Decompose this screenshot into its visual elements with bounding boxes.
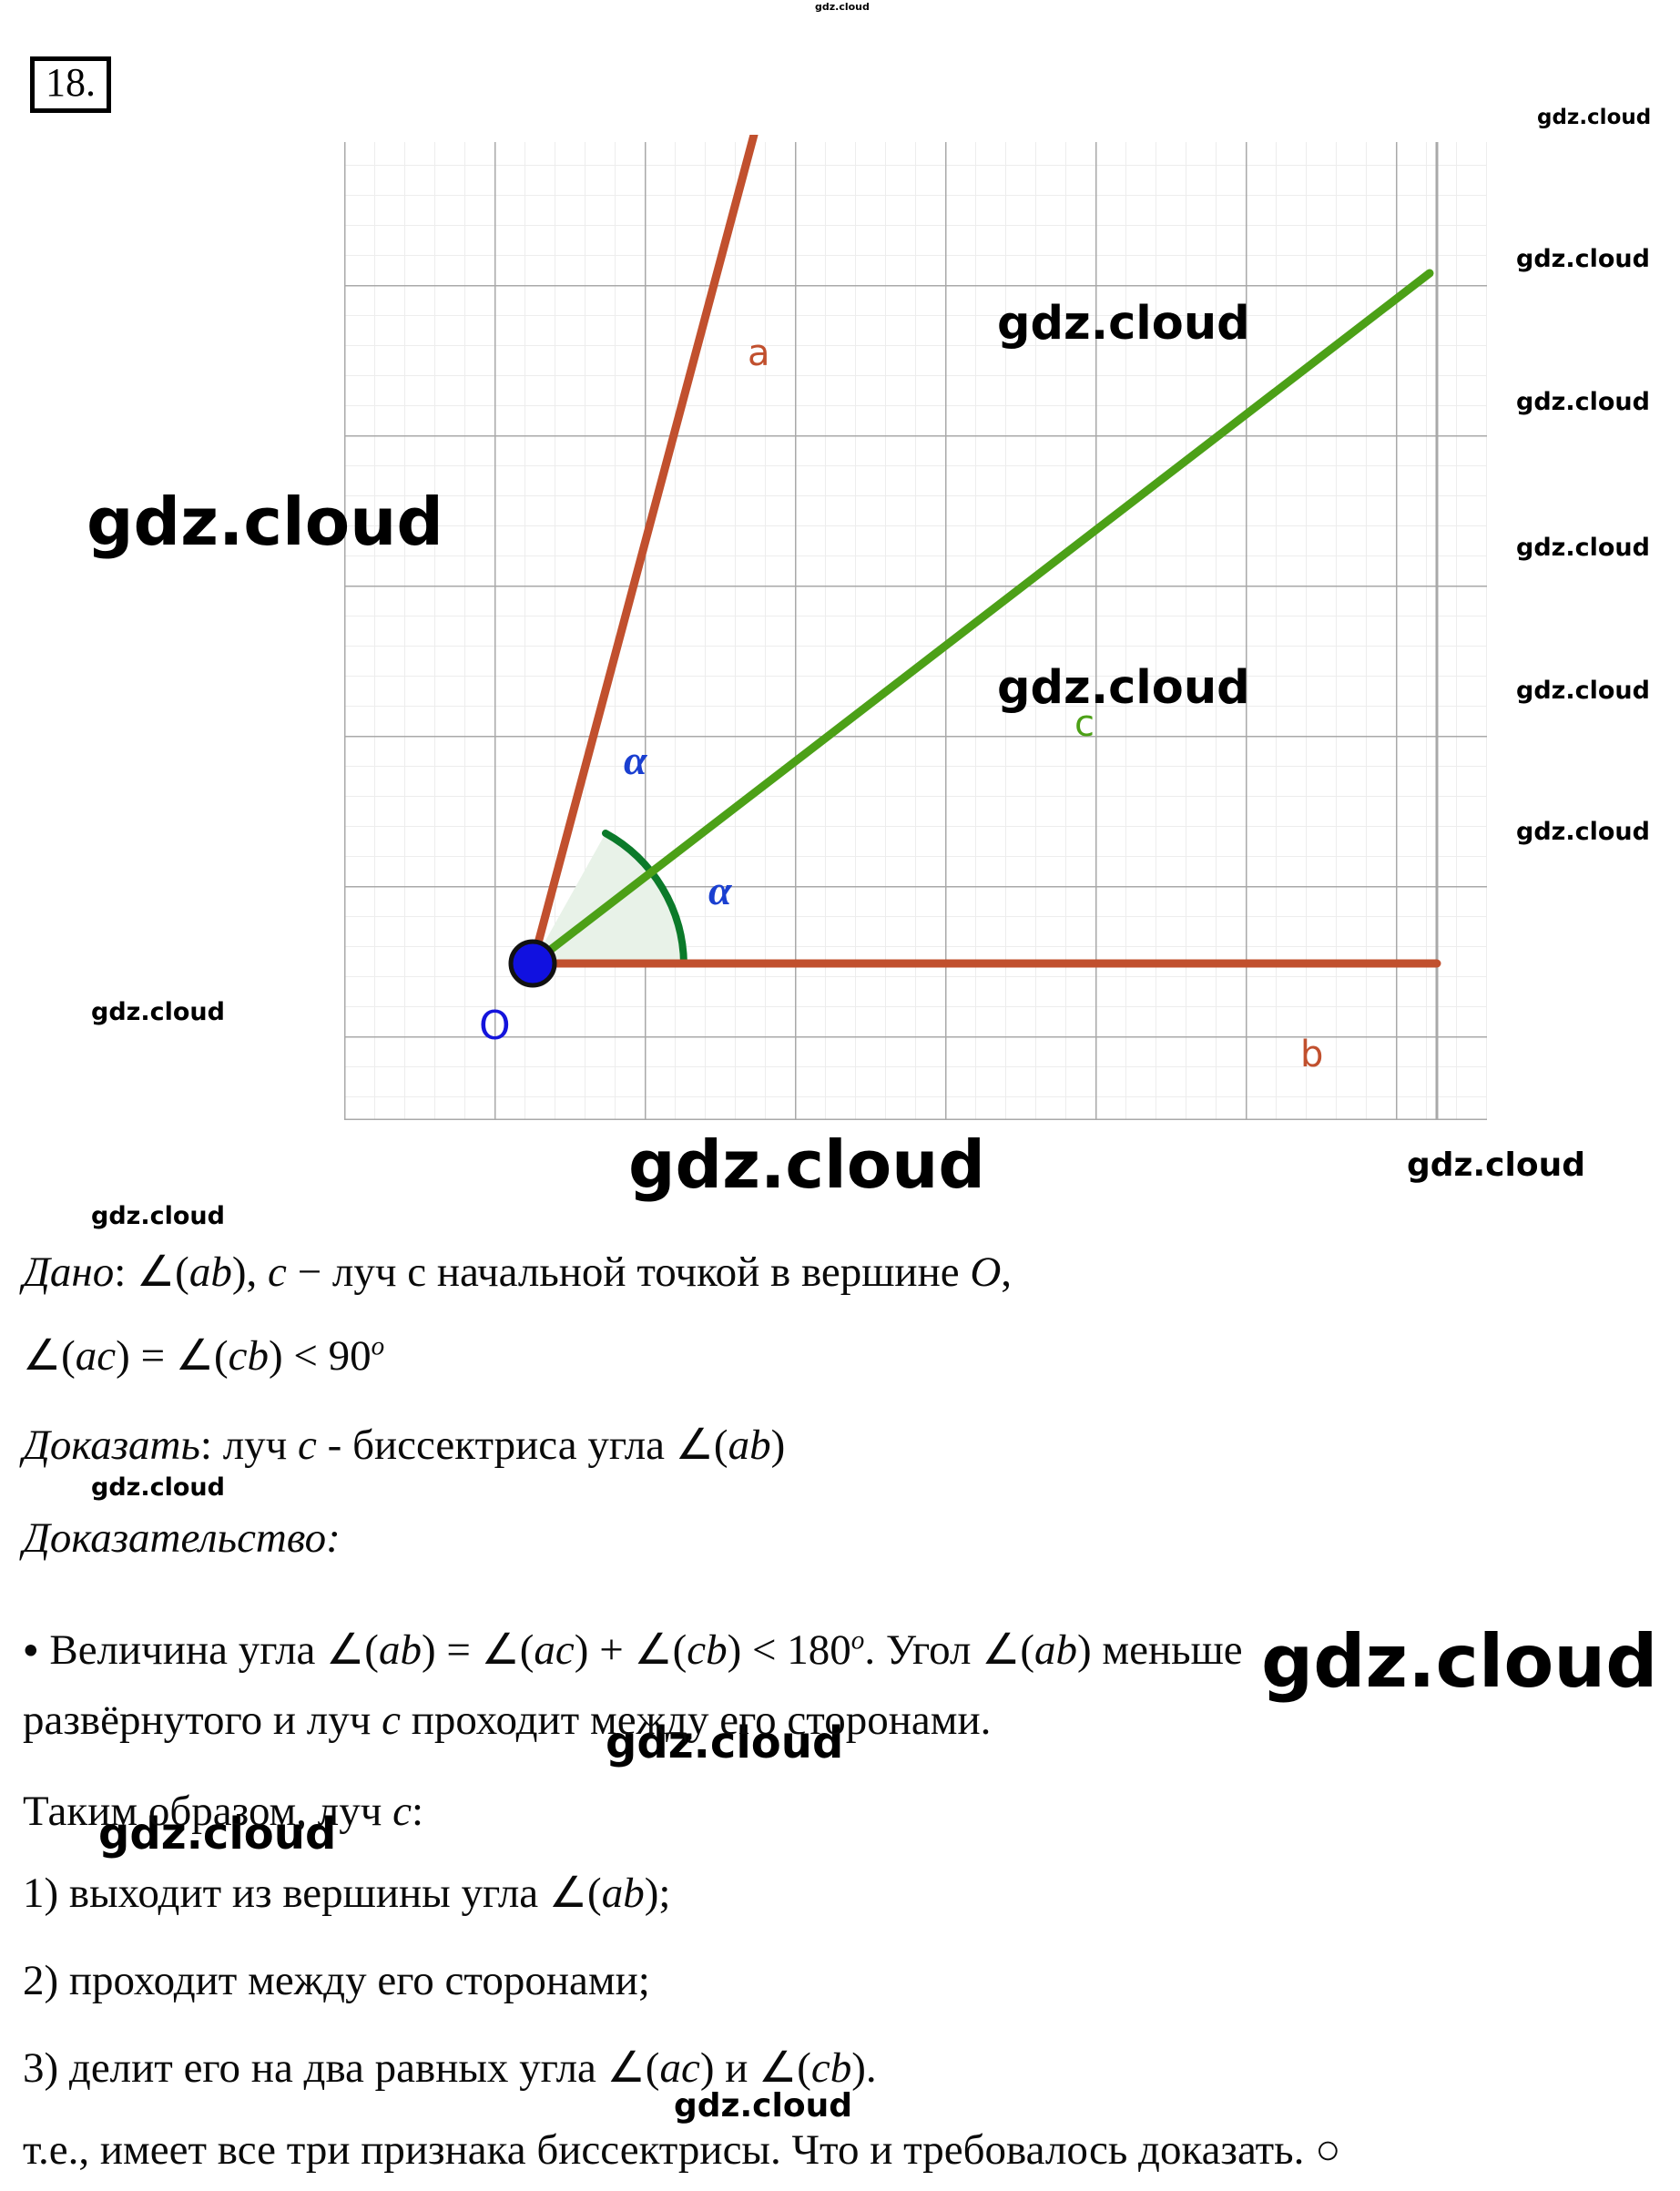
watermark: gdz.cloud xyxy=(98,1809,337,1860)
prove-3: ) xyxy=(770,1422,786,1469)
geometry-figure: a b c α α O xyxy=(344,135,1487,1120)
given-text-3: − луч с начальной точкой в вершине xyxy=(286,1248,971,1296)
i1-1: 1) выходит из вершины угла ∠( xyxy=(23,1870,602,1917)
b2-c: c xyxy=(382,1697,402,1744)
watermark: gdz.cloud xyxy=(91,1473,225,1502)
exercise-number-box: 18. xyxy=(30,56,111,113)
exercise-number: 18. xyxy=(46,60,96,105)
given-c: c xyxy=(268,1248,287,1296)
b2-1: развёрнутого и луч xyxy=(23,1697,382,1744)
watermark: gdz.cloud xyxy=(1407,1146,1585,1184)
watermark: gdz.cloud xyxy=(997,661,1250,715)
given-text-4: , xyxy=(1001,1248,1013,1296)
thus-2: : xyxy=(412,1788,424,1835)
given-ab: ab xyxy=(188,1248,232,1296)
b1-cb: cb xyxy=(687,1626,728,1674)
ineq-ac: ac xyxy=(75,1332,117,1380)
thus-line: Таким образом, луч c: xyxy=(23,1787,423,1836)
proof-item-3: 3) делит его на два равных угла ∠(ac) и … xyxy=(23,2043,877,2093)
given-text-2: ), xyxy=(231,1248,268,1296)
prove-2: - биссектриса угла ∠( xyxy=(316,1422,728,1469)
watermark: gdz.cloud xyxy=(1516,388,1650,416)
prove-1: : луч xyxy=(199,1422,299,1469)
watermark: gdz.cloud xyxy=(91,998,225,1026)
watermark: gdz.cloud xyxy=(997,297,1250,351)
ineq-2: ) = ∠( xyxy=(116,1332,229,1380)
ray-c-line xyxy=(528,269,1434,968)
prove-label: Доказать xyxy=(23,1422,200,1469)
i1-ab: ab xyxy=(601,1870,645,1917)
given-line: Дано: ∠(ab), c − луч с начальной точкой … xyxy=(23,1248,1012,1297)
proof-bullet-line-2: развёрнутого и луч c проходит между его … xyxy=(23,1696,991,1745)
b1-1: Величина угла ∠( xyxy=(38,1626,379,1674)
watermark: gdz.cloud xyxy=(1261,1619,1658,1704)
i3-2: ) и ∠( xyxy=(699,2044,811,2092)
proof-heading: Доказательство: xyxy=(23,1514,341,1562)
given-text-1: : ∠( xyxy=(114,1248,189,1296)
watermark: gdz.cloud xyxy=(1537,106,1652,129)
prove-c: c xyxy=(298,1422,317,1469)
b2-2: проходит между его сторонами. xyxy=(401,1697,992,1744)
i3-cb: cb xyxy=(810,2044,852,2092)
vertex-label-o: O xyxy=(479,1003,511,1049)
b1-ab1: ab xyxy=(378,1626,422,1674)
b1-5: . Угол ∠( xyxy=(864,1626,1034,1674)
proof-item-1: 1) выходит из вершины угла ∠(ab); xyxy=(23,1869,670,1918)
ray-b-label: b xyxy=(1300,1034,1323,1075)
b1-4: ) < 180 xyxy=(727,1626,851,1674)
figure-svg: a b c α α O xyxy=(344,135,1487,1120)
b1-2: ) = ∠( xyxy=(421,1626,535,1674)
i1-2: ); xyxy=(644,1870,671,1917)
given-inequality-line: ∠(ac) = ∠(cb) < 90o xyxy=(23,1331,384,1381)
ineq-cb: cb xyxy=(228,1332,269,1380)
bullet-icon: ● xyxy=(23,1635,39,1665)
proof-item-2: 2) проходит между его сторонами; xyxy=(23,1957,650,2004)
angle-label-ac: α xyxy=(624,737,648,783)
watermark: gdz.cloud xyxy=(815,1,870,13)
angle-label-cb: α xyxy=(708,867,733,913)
watermark: gdz.cloud xyxy=(1516,677,1650,705)
watermark: gdz.cloud xyxy=(674,2087,852,2125)
watermark: gdz.cloud xyxy=(1516,534,1650,562)
ineq-1: ∠( xyxy=(23,1332,76,1380)
ineq-degree: o xyxy=(371,1331,385,1361)
watermark: gdz.cloud xyxy=(606,1717,844,1768)
vertex-point-o xyxy=(508,939,557,988)
angle-arc xyxy=(602,830,687,967)
given-label: Дано xyxy=(23,1248,115,1296)
thus-1: Таким образом, луч xyxy=(23,1788,393,1835)
watermark: gdz.cloud xyxy=(1516,245,1650,273)
b1-degree: o xyxy=(850,1625,865,1656)
b1-3: ) + ∠( xyxy=(574,1626,687,1674)
conclusion-line: т.е., имеет все три признака биссектрисы… xyxy=(23,2126,1341,2174)
thus-c: c xyxy=(392,1788,412,1835)
watermark: gdz.cloud xyxy=(87,484,443,560)
watermark: gdz.cloud xyxy=(1516,818,1650,846)
ineq-3: ) < 90 xyxy=(269,1332,372,1380)
ray-a-label: a xyxy=(748,332,770,374)
watermark: gdz.cloud xyxy=(91,1202,225,1230)
proof-bullet-line-1: ● Величина угла ∠(ab) = ∠(ac) + ∠(cb) < … xyxy=(23,1625,1243,1675)
i3-3: ). xyxy=(851,2044,877,2092)
i3-1: 3) делит его на два равных угла ∠( xyxy=(23,2044,660,2092)
b1-ab2: ab xyxy=(1033,1626,1077,1674)
ray-a-line xyxy=(528,135,759,968)
watermark: gdz.cloud xyxy=(628,1126,985,1203)
b1-6: ) меньше xyxy=(1076,1626,1243,1674)
ray-c-label: c xyxy=(1074,703,1095,745)
prove-ab: ab xyxy=(728,1422,771,1469)
b1-ac: ac xyxy=(534,1626,575,1674)
prove-line: Доказать: луч c - биссектриса угла ∠(ab) xyxy=(23,1421,785,1470)
i3-ac: ac xyxy=(659,2044,700,2092)
given-o: O xyxy=(970,1248,1002,1296)
